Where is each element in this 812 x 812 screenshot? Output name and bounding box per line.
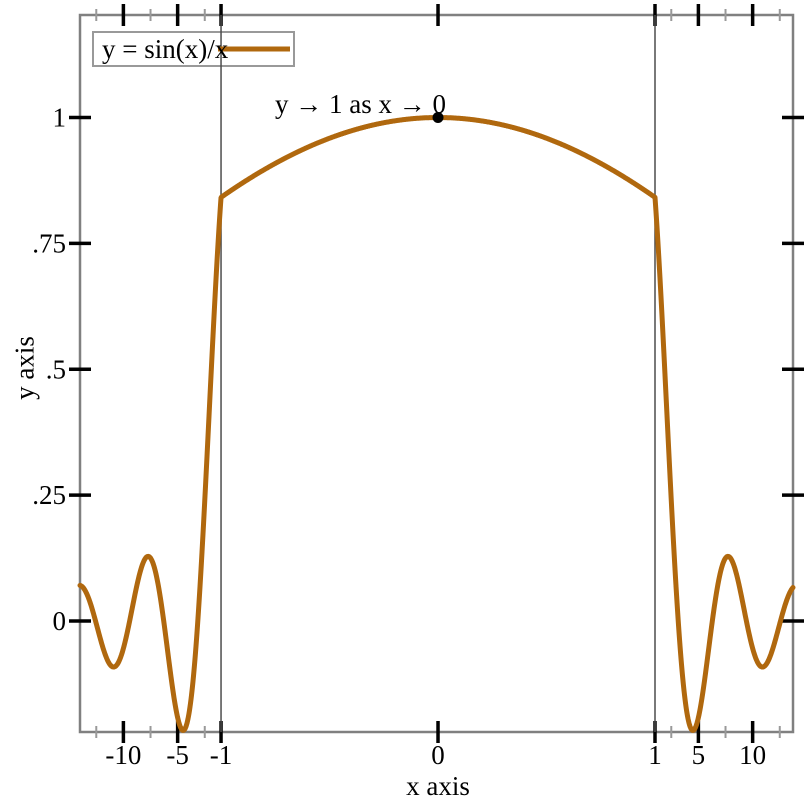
x-tick-label: 1 <box>648 740 662 770</box>
x-tick-label: 0 <box>431 740 445 770</box>
x-tick-label: 10 <box>739 740 766 770</box>
y-tick-label: .5 <box>46 354 66 384</box>
x-tick-label: -10 <box>105 740 141 770</box>
point-marker <box>432 112 444 124</box>
y-tick-label: 0 <box>53 606 67 636</box>
x-tick-label: -1 <box>210 740 233 770</box>
legend-entry-label: y = sin(x)/x <box>102 34 229 64</box>
y-tick-label: 1 <box>53 103 67 133</box>
point-annotation-label: y → 1 as x → 0 <box>275 89 446 119</box>
function-curve <box>77 115 796 733</box>
y-tick-label: .75 <box>32 228 66 258</box>
x-axis-title: x axis <box>406 771 470 801</box>
x-tick-label: 5 <box>692 740 706 770</box>
y-axis-title: y axis <box>9 336 40 400</box>
y-tick-label: .25 <box>32 480 66 510</box>
x-tick-label: -5 <box>166 740 189 770</box>
